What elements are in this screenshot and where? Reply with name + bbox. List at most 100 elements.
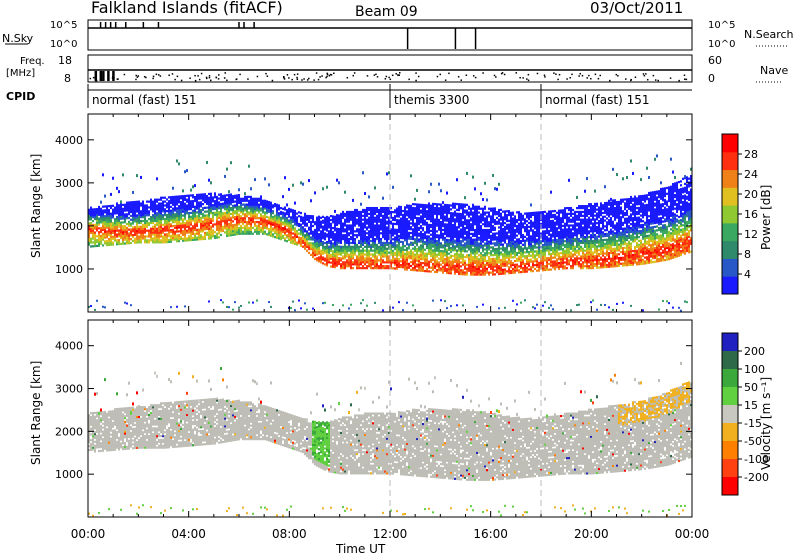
power-cell (436, 205, 438, 208)
power-cell (320, 226, 322, 229)
power-cell (400, 256, 402, 259)
power-cell (448, 208, 450, 211)
power-cell (300, 227, 302, 230)
power-cell (446, 225, 448, 228)
power-cell (484, 228, 486, 232)
power-cell (384, 206, 386, 210)
power-cell (218, 236, 220, 239)
power-cell (144, 231, 146, 234)
power-cell (380, 265, 382, 268)
power-cell (282, 213, 284, 216)
power-cell (334, 260, 336, 263)
power-cell (358, 220, 360, 223)
power-cell (380, 245, 382, 248)
power-cell (392, 218, 394, 222)
power-cell (406, 252, 408, 256)
power-cell (384, 243, 386, 247)
power-cell (184, 206, 186, 209)
power-cell (258, 207, 260, 210)
nave-dot (448, 72, 450, 75)
power-cell (90, 225, 92, 229)
power-cell (222, 229, 224, 232)
power-cell (346, 232, 348, 235)
power-cell (462, 220, 464, 224)
power-cell (388, 261, 390, 264)
power-cell (324, 232, 326, 235)
power-cell (190, 233, 192, 236)
power-cell (452, 206, 454, 209)
power-cell (238, 213, 240, 216)
power-cell (116, 186, 118, 190)
power-cell (152, 227, 154, 230)
power-cell (376, 257, 378, 260)
power-cell (224, 227, 226, 230)
power-cell (278, 214, 280, 217)
power-cell (468, 259, 470, 263)
power-cell (500, 261, 502, 264)
power-cell (180, 230, 182, 233)
power-cell (452, 249, 454, 252)
power-cell (284, 214, 286, 217)
power-cell (140, 227, 142, 230)
power-cell (448, 271, 450, 275)
power-cell (434, 233, 436, 237)
power-cell (146, 206, 148, 209)
power-cell (188, 229, 190, 232)
power-cell (476, 259, 478, 263)
power-cell (444, 269, 446, 272)
power-cell (448, 260, 450, 263)
power-cell (92, 235, 94, 238)
power-cell (374, 208, 376, 212)
power-cell (122, 230, 124, 234)
power-cell (302, 226, 304, 229)
power-cell (132, 201, 134, 204)
power-cell (148, 214, 150, 217)
power-cell (456, 239, 458, 242)
power-cell (504, 237, 506, 240)
power-cell (250, 226, 252, 230)
power-cell (92, 210, 94, 213)
power-cell (192, 196, 194, 199)
power-cell (408, 247, 410, 250)
power-cell (238, 197, 240, 201)
power-cell (458, 222, 460, 225)
power-cell (208, 300, 210, 303)
power-cell (308, 220, 310, 223)
power-cell (206, 227, 208, 231)
power-cell (392, 230, 394, 233)
power-cell (196, 238, 198, 241)
power-cell (368, 257, 370, 260)
power-cell (374, 261, 376, 264)
power-cell (504, 249, 506, 252)
power-cell (124, 205, 126, 208)
power-cell (352, 241, 354, 245)
power-cell (486, 238, 488, 241)
power-cell (460, 216, 462, 220)
power-cell (296, 224, 298, 227)
power-cell (180, 202, 182, 206)
power-cell (446, 211, 448, 214)
power-cell (464, 205, 466, 208)
power-cell (508, 266, 510, 269)
power-cell (206, 210, 208, 213)
power-cell (134, 216, 136, 219)
power-cell (112, 231, 114, 235)
power-cell (370, 230, 372, 233)
power-cell (430, 216, 432, 219)
power-cell (422, 256, 424, 259)
power-cell (98, 244, 100, 247)
power-cell (424, 204, 426, 207)
power-cell (198, 203, 200, 206)
power-cell (356, 245, 358, 248)
power-cell (402, 246, 404, 249)
power-cell (240, 220, 242, 224)
power-cell (430, 258, 432, 262)
power-cell (364, 237, 366, 241)
power-cell (458, 241, 460, 245)
power-cell (184, 233, 186, 236)
power-cell (498, 239, 500, 243)
power-cell (488, 242, 490, 245)
power-cell (434, 226, 436, 229)
power-cell (376, 220, 378, 223)
power-cell (276, 217, 278, 220)
